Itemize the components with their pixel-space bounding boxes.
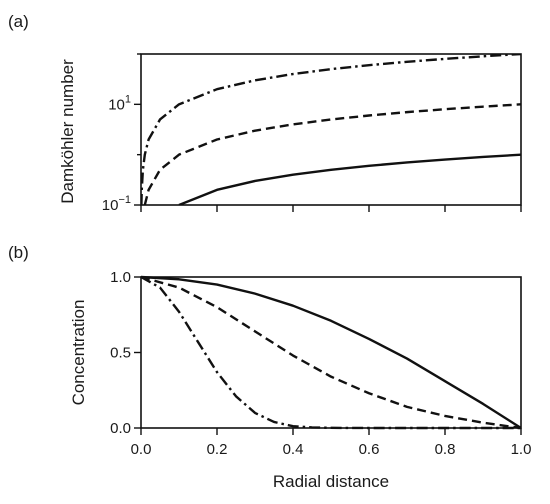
panel-b-x-tick-label: 0.2 bbox=[207, 441, 228, 458]
panel-b-x-tick-label: 0.4 bbox=[283, 441, 304, 458]
panel-a-y-tick-label: 101 bbox=[108, 93, 131, 113]
panel-b-y-tick-label: 0.0 bbox=[110, 420, 131, 437]
panel-a-series-solid bbox=[178, 153, 521, 205]
panel-a-plot: 10−1 101 Damköhler number bbox=[58, 53, 522, 214]
panel-b-y-tick-label: 1.0 bbox=[110, 269, 131, 286]
panel-b-x-tick-label: 0.8 bbox=[435, 441, 456, 458]
panel-a-series-dashed bbox=[143, 103, 521, 205]
panel-b-frame bbox=[140, 276, 522, 429]
panel-b-x-axis-title: Radial distance bbox=[273, 472, 389, 491]
panel-b-series-dash-dot bbox=[140, 275, 521, 430]
panel-b-series-solid bbox=[140, 275, 522, 430]
panel-b-y-axis-title: Concentration bbox=[69, 300, 88, 406]
panel-b-plot: 0.0 0.2 0.4 0.6 0.8 1.0 0.0 0.5 1.0 Concentration… bbox=[69, 269, 531, 491]
panel-b-y-tick-label: 0.5 bbox=[110, 345, 131, 362]
panel-b-x-tick-label: 0.0 bbox=[131, 441, 152, 458]
panel-b-series-dashed bbox=[140, 275, 522, 430]
panel-a-series-dash-dot bbox=[141, 54, 521, 205]
panel-b-label: (b) bbox=[8, 243, 29, 262]
panel-a-frame bbox=[140, 53, 522, 206]
panel-a-label: (a) bbox=[8, 12, 29, 31]
panel-a-y-axis-title: Damköhler number bbox=[58, 59, 77, 204]
panel-b-x-tick-label: 0.6 bbox=[359, 441, 380, 458]
panel-b-x-tick-label: 1.0 bbox=[511, 441, 532, 458]
panel-a-y-tick-label: 10−1 bbox=[102, 194, 131, 214]
